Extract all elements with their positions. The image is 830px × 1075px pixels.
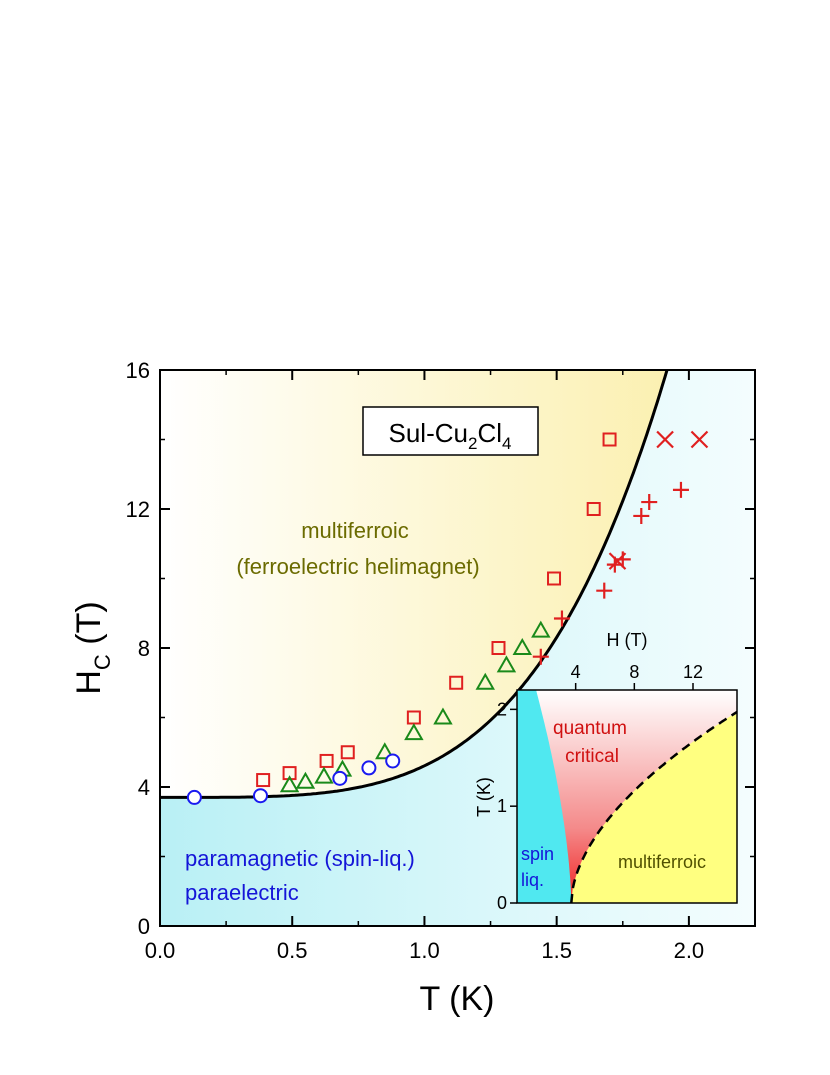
data-point-triangle: [404, 723, 424, 741]
inset-x-label: H (T): [607, 630, 648, 650]
title-box: [362, 406, 539, 456]
data-point-circle: [252, 788, 268, 804]
data-point-circle: [361, 760, 377, 776]
data-point-circle: [186, 789, 202, 805]
label-paraelectric: paraelectric: [185, 880, 299, 905]
data-point-triangle: [496, 655, 517, 673]
inset-label-critical: critical: [565, 746, 619, 767]
data-point-square: [319, 753, 334, 768]
x-tick-label: 1.5: [541, 938, 572, 963]
inset-spin-region: [517, 690, 572, 903]
data-point-triangle: [295, 771, 316, 789]
data-point-plus: [633, 507, 650, 524]
inset-label-quantum: quantum: [553, 718, 627, 739]
data-point-square: [586, 502, 601, 516]
inset-frame: [516, 689, 738, 904]
data-point-triangle: [531, 620, 551, 638]
inset-x-tick-label: 12: [683, 662, 703, 682]
data-point-triangle: [375, 742, 395, 760]
data-point-plus: [641, 494, 658, 511]
data-point-circle: [332, 770, 348, 786]
inset-x-tick-label: 4: [571, 662, 581, 682]
y-tick-label: 0: [138, 914, 150, 939]
data-point-triangle: [433, 707, 453, 725]
data-point-triangle: [475, 672, 495, 690]
data-point-circle: [385, 753, 401, 769]
y-tick-label: 4: [138, 775, 150, 800]
title-text: Sul-Cu2Cl4: [389, 418, 512, 453]
label-ferroelectric: (ferroelectric helimagnet): [236, 554, 479, 579]
data-point-triangle: [314, 766, 334, 784]
x-tick-label: 0.5: [277, 938, 308, 963]
y-tick-label: 8: [138, 636, 150, 661]
data-point-plus: [596, 582, 613, 599]
data-point-square: [602, 432, 617, 447]
data-point-square: [340, 745, 355, 760]
x-tick-label: 0.0: [145, 938, 176, 963]
data-point-plus: [672, 481, 689, 498]
label-paramagnetic: paramagnetic (spin-liq.): [185, 846, 415, 871]
x-axis-label: T (K): [420, 980, 495, 1018]
inset-y-label: T (K): [474, 777, 494, 817]
data-point-x: [656, 430, 674, 449]
y-tick-label: 16: [126, 358, 150, 383]
label-multiferroic: multiferroic: [301, 518, 409, 543]
data-point-triangle: [279, 775, 300, 793]
phase-boundary-line: [160, 370, 669, 799]
data-point-triangle: [512, 637, 533, 655]
data-point-square: [449, 675, 464, 690]
data-point-plus: [553, 610, 570, 627]
inset-x-tick-label: 8: [629, 662, 639, 682]
data-point-plus: [532, 648, 549, 665]
x-tick-label: 1.0: [409, 938, 440, 963]
data-point-square: [547, 571, 562, 586]
inset-boundary-dashed: [570, 710, 737, 903]
data-point-square: [491, 641, 506, 655]
data-point-x: [690, 430, 709, 449]
data-point-x: [608, 552, 627, 570]
y-axis-label: HC (T): [70, 601, 115, 694]
inset-multiferroic-region: [571, 711, 737, 903]
multiferroic-region: [160, 370, 676, 798]
inset-label-spin: spin: [521, 844, 554, 864]
inset-y-tick-label: 1: [497, 796, 507, 816]
inset-label-liq: liq.: [521, 870, 544, 890]
data-point-plus: [614, 551, 631, 568]
data-point-square: [256, 773, 271, 788]
x-tick-label: 2.0: [674, 938, 705, 963]
inset-label-multiferroic: multiferroic: [618, 852, 706, 872]
y-tick-label: 12: [126, 497, 150, 522]
inset-y-tick-label: 2: [497, 699, 507, 719]
inset-y-tick-label: 0: [497, 893, 507, 913]
